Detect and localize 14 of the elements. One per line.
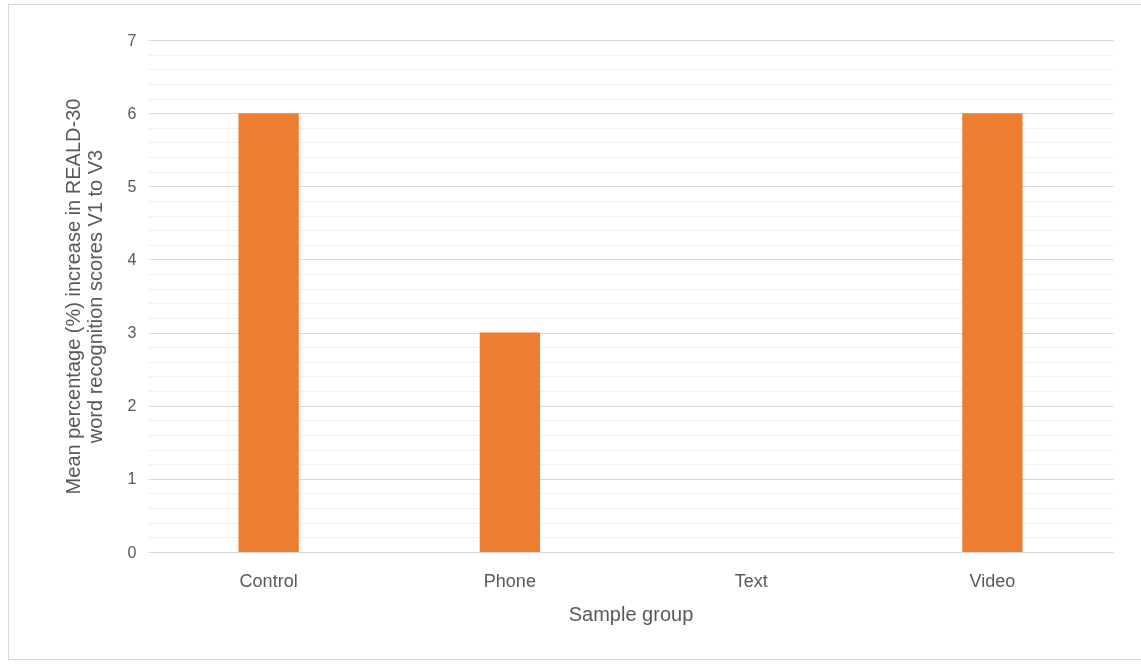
y-tick-label: 4 xyxy=(127,250,137,268)
x-tick-label: Video xyxy=(969,570,1016,591)
y-tick-label: 0 xyxy=(127,543,137,561)
y-tick-label: 3 xyxy=(127,324,137,342)
y-tick-label: 7 xyxy=(127,31,137,49)
y-tick-label: 1 xyxy=(127,470,137,488)
y-tick-label: 6 xyxy=(127,104,137,122)
y-tick-label: 2 xyxy=(127,397,137,415)
x-tick-label: Phone xyxy=(483,570,536,591)
x-tick-label: Control xyxy=(239,570,298,591)
x-axis-title: Sample group xyxy=(568,602,694,625)
y-tick-label: 5 xyxy=(127,177,137,195)
y-axis-title: Mean percentage (%) increase in REALD-30 word recognition scores V1 to V3 xyxy=(61,98,106,495)
x-tick-label: Text xyxy=(734,570,768,591)
